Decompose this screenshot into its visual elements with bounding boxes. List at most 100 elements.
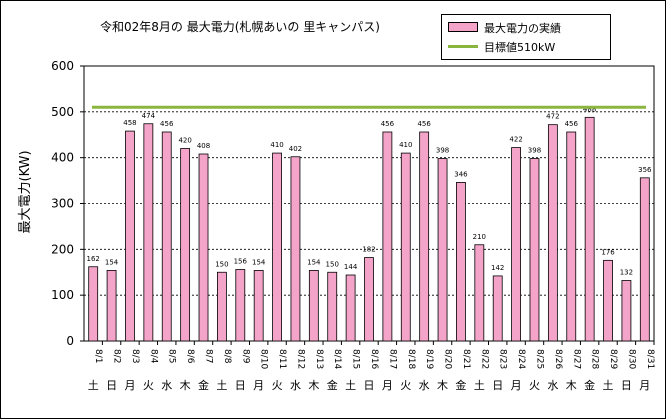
bar-8/8 (217, 271, 227, 342)
x-tick-label-8/19: 8/19 (424, 349, 434, 369)
weekday-label-8/22: 土 (474, 379, 485, 392)
data-label-8/5: 456 (160, 120, 174, 128)
x-tick-label-8/27: 8/27 (571, 349, 581, 369)
x-tick-label-8/21: 8/21 (461, 349, 471, 369)
y-tick-label-400: 400 (51, 151, 74, 165)
bar-8/10 (253, 270, 264, 342)
chart-title: 令和02年8月の 最大電力(札幌あいの 里キャンパス) (100, 20, 380, 34)
x-tick-label-8/1: 8/1 (93, 349, 103, 363)
y-axis-label: 最大電力(KW) (18, 150, 33, 234)
data-label-8/14: 150 (326, 260, 339, 268)
bar-8/30 (621, 280, 632, 342)
weekday-label-8/28: 金 (584, 378, 595, 392)
x-tick-label-8/22: 8/22 (479, 349, 489, 369)
bar-8/26 (547, 124, 558, 342)
data-label-8/13: 154 (307, 258, 321, 266)
bar-8/18 (400, 152, 411, 342)
x-tick-label-8/29: 8/29 (608, 349, 618, 369)
weekday-label-8/10: 月 (253, 379, 264, 392)
bar-8/21 (456, 182, 466, 342)
data-label-8/7: 408 (197, 142, 210, 150)
weekday-label-8/8: 土 (216, 379, 227, 392)
bar-8/13 (308, 270, 319, 342)
data-label-8/28: 488 (583, 105, 596, 113)
bar-8/1 (88, 266, 99, 342)
bar-8/16 (364, 257, 374, 342)
x-tick-label-8/6: 8/6 (185, 349, 195, 364)
data-label-8/1: 162 (87, 255, 100, 263)
x-tick-label-8/11: 8/11 (277, 349, 287, 369)
y-tick-label-100: 100 (51, 288, 74, 302)
data-label-8/26: 472 (546, 113, 559, 121)
data-label-8/19: 456 (417, 120, 431, 128)
legend-swatch-target (448, 45, 478, 48)
bar-8/12 (290, 156, 301, 342)
weekday-label-8/14: 金 (327, 378, 338, 392)
data-label-8/9: 156 (234, 258, 248, 266)
weekday-label-8/31: 月 (639, 379, 650, 392)
data-label-8/23: 142 (491, 264, 504, 272)
data-label-8/10: 154 (252, 258, 266, 266)
x-tick-label-8/26: 8/26 (553, 349, 563, 369)
bar-8/23 (492, 275, 503, 342)
x-tick-label-8/23: 8/23 (498, 349, 508, 369)
weekday-label-8/24: 月 (511, 379, 522, 392)
x-tick-label-8/30: 8/30 (626, 349, 636, 369)
weekday-label-8/26: 水 (547, 379, 558, 392)
data-label-8/25: 398 (528, 147, 541, 155)
bar-8/17 (382, 131, 393, 342)
weekday-label-8/17: 月 (382, 379, 393, 392)
y-tick-label-200: 200 (51, 242, 74, 256)
x-tick-label-8/28: 8/28 (590, 349, 600, 369)
data-label-8/29: 176 (601, 248, 615, 256)
weekday-label-8/2: 日 (106, 379, 117, 392)
bar-8/5 (161, 131, 172, 342)
x-tick-label-8/7: 8/7 (204, 349, 214, 363)
data-label-8/17: 456 (381, 120, 395, 128)
bar-8/22 (474, 244, 485, 342)
x-tick-label-8/20: 8/20 (443, 349, 453, 369)
x-tick-label-8/14: 8/14 (332, 349, 342, 369)
weekday-label-8/15: 土 (345, 379, 356, 392)
weekday-label-8/3: 月 (124, 379, 135, 392)
bar-8/28 (584, 116, 595, 342)
data-label-8/16: 182 (362, 246, 375, 254)
weekday-label-8/29: 土 (603, 379, 614, 392)
x-tick-label-8/16: 8/16 (369, 349, 379, 369)
weekday-label-8/30: 日 (621, 379, 632, 392)
data-label-8/3: 458 (123, 119, 136, 127)
bar-8/7 (198, 153, 209, 342)
data-label-8/20: 398 (436, 147, 449, 155)
legend-label-target: 目標値510kW (484, 41, 556, 54)
x-tick-label-8/31: 8/31 (645, 349, 655, 369)
y-tick-label-300: 300 (51, 197, 74, 211)
weekday-label-8/6: 木 (180, 379, 191, 392)
data-label-8/11: 410 (270, 141, 283, 149)
bar-8/27 (566, 131, 577, 342)
legend: 最大電力の実績 目標値510kW (441, 14, 611, 60)
x-tick-label-8/9: 8/9 (240, 349, 250, 364)
weekday-label-8/27: 木 (566, 379, 577, 392)
x-tick-label-8/3: 8/3 (130, 349, 140, 363)
weekday-label-8/13: 木 (308, 379, 319, 392)
x-tick-label-8/13: 8/13 (314, 349, 324, 369)
data-label-8/27: 456 (565, 120, 579, 128)
x-tick-label-8/10: 8/10 (259, 349, 269, 369)
data-label-8/4: 474 (142, 112, 156, 120)
data-label-8/2: 154 (105, 258, 119, 266)
bar-8/15 (345, 274, 356, 342)
bar-8/24 (511, 147, 521, 342)
weekday-label-8/23: 日 (492, 379, 503, 392)
y-tick-label-0: 0 (66, 334, 74, 348)
bar-8/4 (143, 123, 154, 342)
weekday-label-8/11: 火 (272, 379, 283, 392)
y-tick-label-600: 600 (51, 59, 74, 73)
weekday-label-8/1: 土 (88, 379, 99, 392)
weekday-label-8/19: 水 (419, 379, 430, 392)
legend-label-actual: 最大電力の実績 (484, 22, 561, 35)
weekday-label-8/18: 火 (400, 379, 411, 392)
bar-8/3 (125, 130, 135, 342)
x-tick-label-8/25: 8/25 (534, 349, 544, 369)
x-tick-label-8/4: 8/4 (148, 349, 158, 364)
